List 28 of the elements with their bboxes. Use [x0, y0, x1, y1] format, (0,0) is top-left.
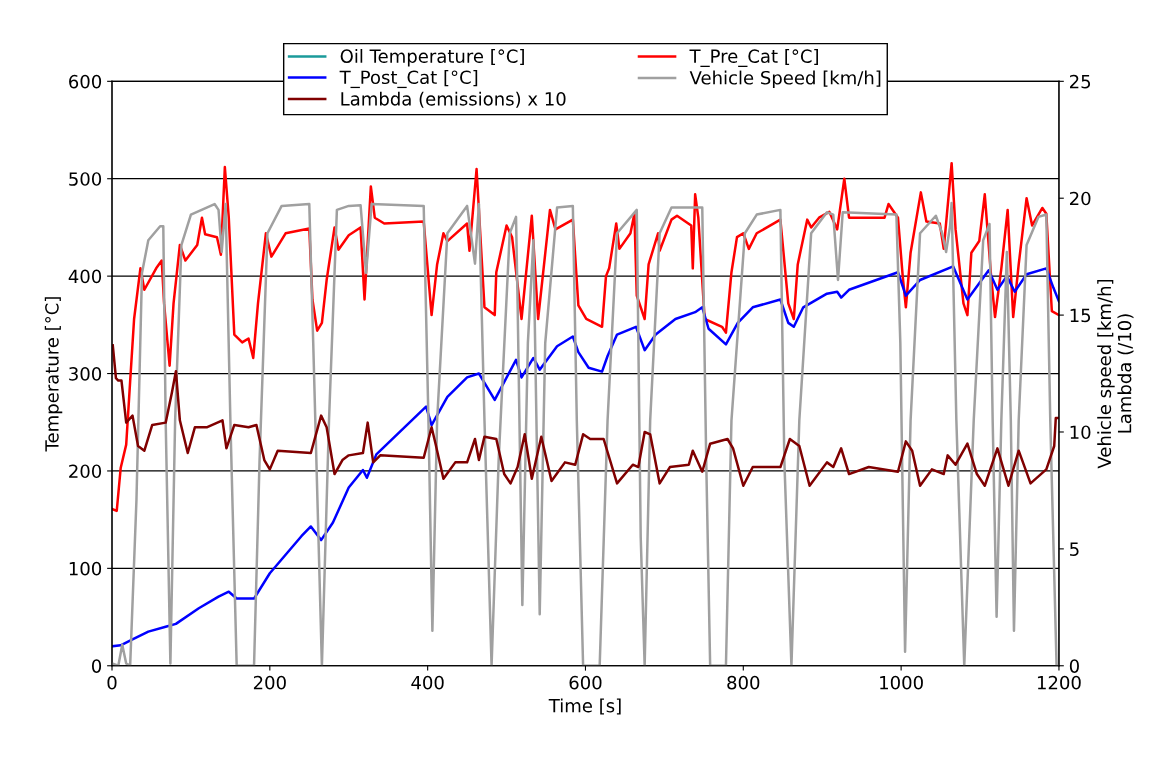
legend-label: Lambda (emissions) x 10 [341, 91, 566, 108]
y2-tick-label: 25 [1069, 74, 1091, 89]
x-tick-label: 600 [569, 675, 602, 690]
x-tick-label: 0 [107, 675, 117, 690]
x-tick-label: 200 [253, 675, 286, 690]
y-tick-label: 300 [69, 367, 102, 381]
x-tick-label: 800 [727, 675, 760, 690]
y2-tick-label: 15 [1070, 308, 1091, 323]
x-tick-label: 1000 [880, 675, 923, 690]
legend-label: Vehicle Speed [km/h] [689, 70, 881, 89]
y2-axis-title: Vehicle speed [km/h] Lambda (/10) [1097, 279, 1134, 469]
y-tick-label: 600 [69, 74, 102, 89]
y-tick-label: 200 [69, 464, 102, 479]
y-tick-label: 0 [91, 659, 102, 673]
x-tick-label: 400 [411, 675, 444, 690]
y-tick-label: 400 [68, 269, 102, 284]
y-tick-label: 500 [69, 172, 102, 186]
y2-tick-label: 0 [1069, 659, 1079, 673]
y2-tick-label: 10 [1070, 425, 1091, 440]
legend-label: T_Post_Cat [°C] [339, 70, 478, 89]
y2-tick-label: 20 [1069, 191, 1091, 206]
y2-tick-label: 5 [1070, 542, 1079, 556]
x-tick-label: 1200 [1037, 675, 1081, 690]
legend-label: T_Pre_Cat [°C] [689, 49, 818, 67]
legend-label: Oil Temperature [°C] [340, 49, 524, 67]
y-axis-title: Temperature [°C] [44, 297, 63, 452]
y-tick-label: 100 [69, 561, 102, 576]
x-axis-title: Time [s] [548, 698, 621, 715]
